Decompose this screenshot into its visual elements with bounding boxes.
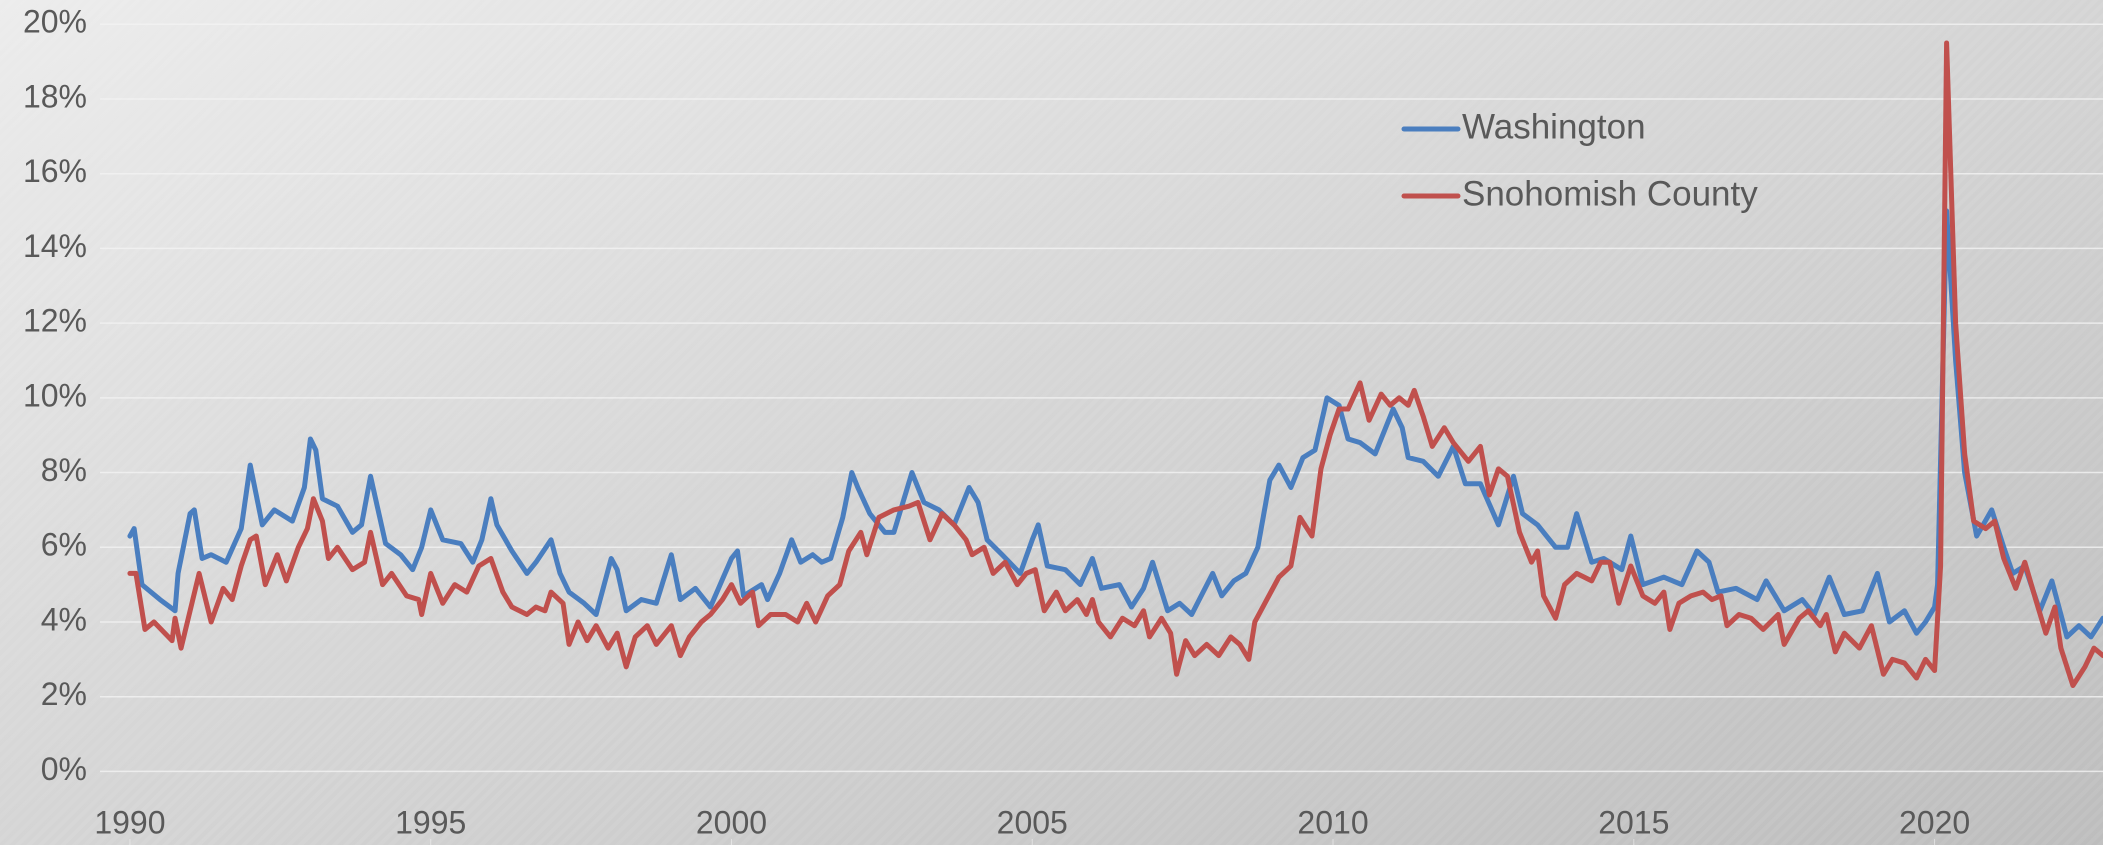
y-tick-label: 18% bbox=[23, 78, 87, 114]
x-tick-label: 2020 bbox=[1899, 804, 1970, 840]
legend-label: Washington bbox=[1462, 107, 1646, 146]
x-tick-label: 2010 bbox=[1297, 804, 1368, 840]
x-tick-label: 2005 bbox=[997, 804, 1068, 840]
y-tick-label: 16% bbox=[23, 153, 87, 189]
y-tick-label: 8% bbox=[41, 452, 87, 488]
y-tick-label: 4% bbox=[41, 601, 87, 637]
y-tick-label: 2% bbox=[41, 676, 87, 712]
y-tick-label: 20% bbox=[23, 4, 87, 40]
y-tick-label: 14% bbox=[23, 228, 87, 264]
x-tick-label: 2015 bbox=[1598, 804, 1669, 840]
x-tick-label: 1995 bbox=[395, 804, 466, 840]
y-tick-label: 6% bbox=[41, 527, 87, 563]
plot-lines bbox=[127, 40, 2103, 688]
legend-label: Snohomish County bbox=[1462, 174, 1758, 213]
series-line bbox=[127, 40, 2103, 688]
axis-labels: 0% 2% 4% 6% 8% 10% 12% 14% 16% 18% 20% 1990 1995 2000… bbox=[23, 4, 1970, 841]
x-tick-label: 2000 bbox=[696, 804, 767, 840]
y-tick-label: 12% bbox=[23, 303, 87, 339]
x-tick-label: 1990 bbox=[94, 804, 165, 840]
y-tick-label: 0% bbox=[41, 751, 87, 787]
legend: Washington Snohomish County bbox=[1401, 107, 1758, 213]
series-line bbox=[127, 208, 2103, 640]
y-tick-label: 10% bbox=[23, 377, 87, 413]
